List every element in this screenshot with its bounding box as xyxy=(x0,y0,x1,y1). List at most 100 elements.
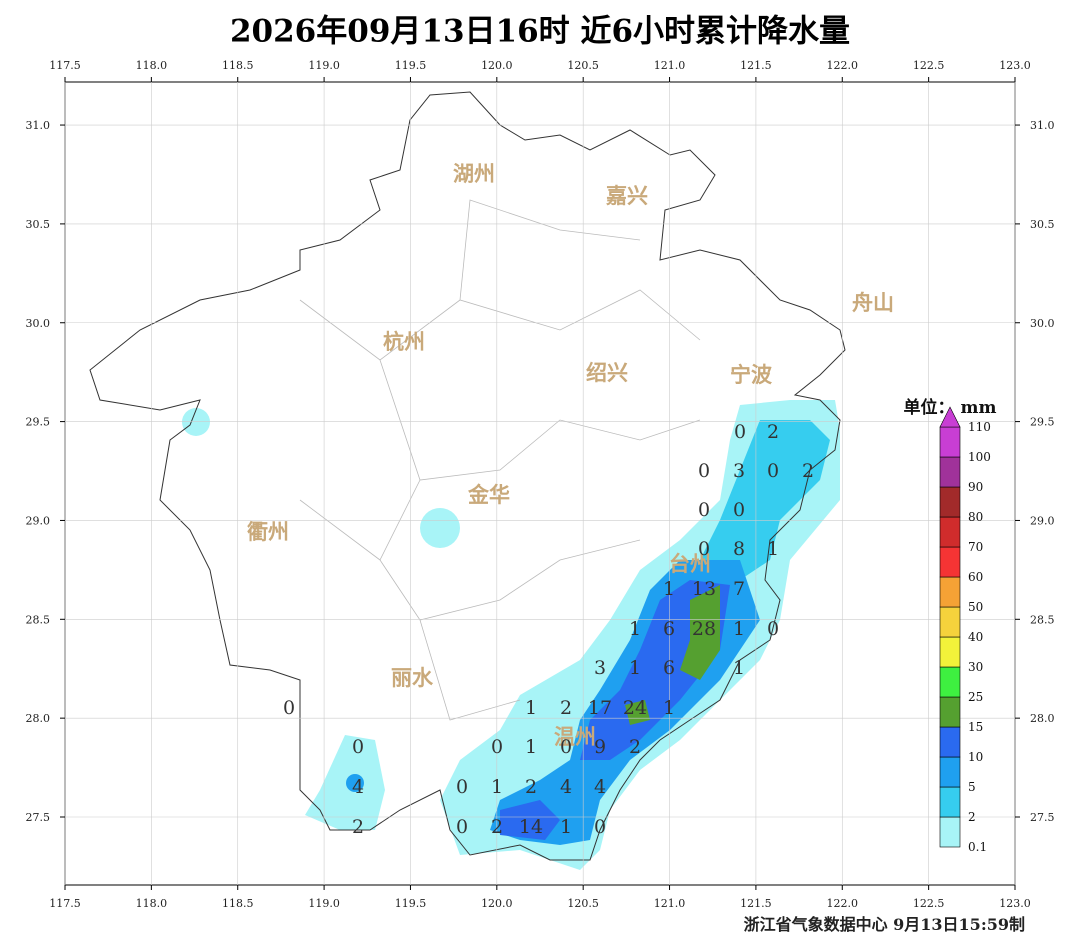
legend-swatch xyxy=(939,606,961,638)
y-tick-label: 28.0 xyxy=(26,712,51,725)
station-value: 0 xyxy=(734,421,746,443)
x-tick-label: 117.5 xyxy=(49,897,81,910)
x-tick-label: 118.0 xyxy=(136,59,168,72)
station-value: 0 xyxy=(767,618,779,640)
legend-swatch xyxy=(939,516,961,548)
station-value: 0 xyxy=(491,736,503,758)
y-tick-label: 29.5 xyxy=(26,416,51,429)
x-tick-label: 121.0 xyxy=(654,59,686,72)
rain-area xyxy=(420,508,460,548)
legend-label: 15 xyxy=(968,720,983,734)
rain-area xyxy=(182,408,210,436)
legend-arrow xyxy=(939,406,961,428)
station-value: 9 xyxy=(594,736,606,758)
footer: 浙江省气象数据中心 9月13日15:59制 xyxy=(744,915,1025,934)
x-tick-label: 123.0 xyxy=(999,897,1031,910)
station-value: 14 xyxy=(519,816,543,838)
y-tick-label: 29.0 xyxy=(26,514,51,527)
rain-area xyxy=(680,585,720,680)
station-value: 1 xyxy=(663,578,675,600)
legend-swatch xyxy=(939,426,961,458)
legend-label: 100 xyxy=(968,450,991,464)
rain-area xyxy=(305,735,385,830)
rain-area xyxy=(500,800,560,840)
city-label: 湖州 xyxy=(453,161,495,186)
legend-swatch xyxy=(939,726,961,758)
legend-label: 80 xyxy=(968,510,983,524)
x-tick-label: 123.0 xyxy=(999,59,1031,72)
legend-label: 0.1 xyxy=(968,840,987,854)
station-value: 3 xyxy=(594,657,606,679)
station-value: 0 xyxy=(698,460,710,482)
station-value: 0 xyxy=(560,736,572,758)
legend-swatch xyxy=(939,546,961,578)
x-tick-label: 122.0 xyxy=(827,59,859,72)
legend-label: 40 xyxy=(968,630,983,644)
city-label: 舟山 xyxy=(852,290,894,315)
y-tick-label: 27.5 xyxy=(1030,811,1055,824)
y-tick-label: 27.5 xyxy=(26,811,51,824)
station-value: 1 xyxy=(733,657,745,679)
axes: 117.5 117.5 118.0 118.0 118.5 118.5 119.0 119.0… xyxy=(26,59,1055,910)
station-value: 7 xyxy=(733,578,745,600)
city-label: 金华 xyxy=(467,482,510,507)
x-tick-label: 118.5 xyxy=(222,59,254,72)
x-tick-label: 117.5 xyxy=(49,59,81,72)
legend-label: 70 xyxy=(968,540,983,554)
y-tick-label: 31.0 xyxy=(1030,119,1055,132)
legend-label: 30 xyxy=(968,660,983,674)
rain-area xyxy=(625,700,650,725)
legend-swatch xyxy=(939,696,961,728)
legend-label: 5 xyxy=(968,780,976,794)
legend-label: 90 xyxy=(968,480,983,494)
city-label: 嘉兴 xyxy=(606,183,648,208)
legend-swatch xyxy=(939,786,961,818)
rain-area xyxy=(700,420,830,580)
station-value: 0 xyxy=(594,816,606,838)
x-tick-label: 119.0 xyxy=(308,897,340,910)
city-label: 杭州 xyxy=(383,329,425,354)
station-value: 4 xyxy=(560,776,572,798)
station-value: 1 xyxy=(767,538,779,560)
y-tick-label: 28.0 xyxy=(1030,712,1055,725)
x-tick-label: 122.5 xyxy=(913,897,945,910)
station-value: 0 xyxy=(456,776,468,798)
y-tick-label: 28.5 xyxy=(26,613,51,626)
station-value: 2 xyxy=(802,460,814,482)
station-value: 2 xyxy=(352,816,364,838)
station-value: 4 xyxy=(594,776,606,798)
station-value: 0 xyxy=(698,538,710,560)
y-tick-label: 30.5 xyxy=(26,218,51,231)
legend-label: 2 xyxy=(968,810,976,824)
legend-label: 10 xyxy=(968,750,983,764)
x-tick-label: 121.0 xyxy=(654,897,686,910)
x-tick-label: 120.5 xyxy=(567,897,599,910)
station-value: 0 xyxy=(733,499,745,521)
legend-label: 60 xyxy=(968,570,983,584)
x-tick-label: 120.5 xyxy=(567,59,599,72)
station-value: 1 xyxy=(525,736,537,758)
station-value: 6 xyxy=(663,618,675,640)
station-value: 1 xyxy=(629,618,641,640)
legend-swatch xyxy=(939,636,961,668)
legend-swatch xyxy=(939,576,961,608)
x-tick-label: 120.0 xyxy=(481,897,513,910)
legend-label: 50 xyxy=(968,600,983,614)
station-value: 28 xyxy=(692,618,716,640)
station-value: 1 xyxy=(629,657,641,679)
province-outline xyxy=(89,91,846,861)
rain-area xyxy=(346,774,364,792)
station-value: 2 xyxy=(629,736,641,758)
station-value: 1 xyxy=(525,697,537,719)
city-label: 台州 xyxy=(669,551,711,576)
station-value: 2 xyxy=(560,697,572,719)
station-value: 2 xyxy=(491,816,503,838)
station-value: 1 xyxy=(663,697,675,719)
city-label: 衢州 xyxy=(247,519,289,544)
legend-title: 单位： mm xyxy=(904,397,997,418)
y-tick-label: 28.5 xyxy=(1030,613,1055,626)
station-value: 6 xyxy=(663,657,675,679)
station-value: 0 xyxy=(767,460,779,482)
y-tick-label: 31.0 xyxy=(26,119,51,132)
